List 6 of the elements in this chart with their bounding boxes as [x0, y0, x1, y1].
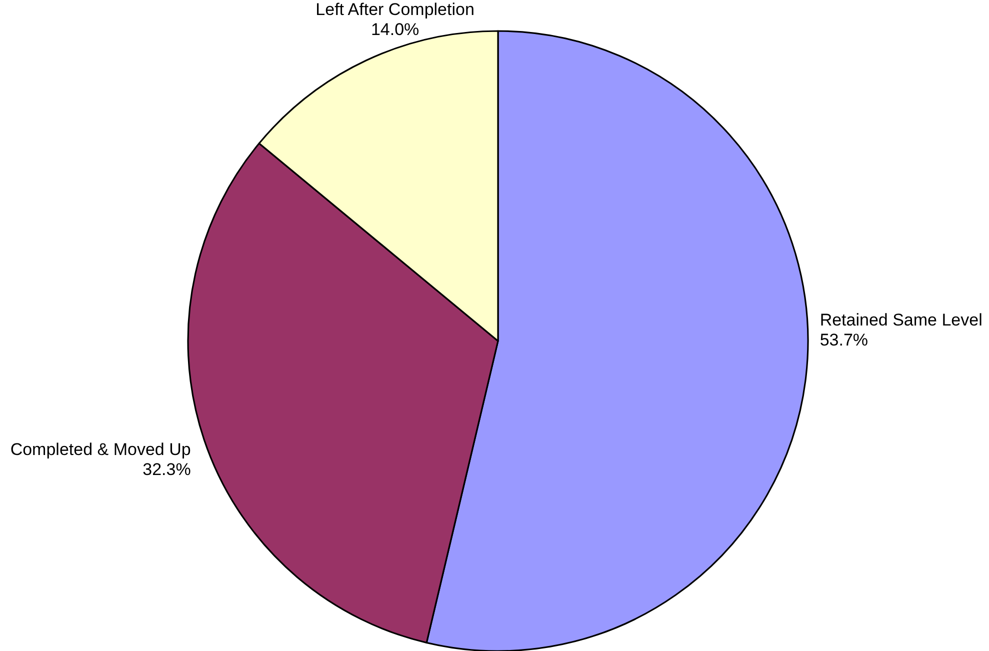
data-label: 53.7% [820, 330, 868, 350]
slice-label: Retained Same Level [820, 310, 982, 330]
data-label: 32.3% [142, 460, 191, 480]
slice-label: Completed & Moved Up [10, 440, 191, 460]
data-label: 14.0% [370, 20, 420, 39]
slice-label: Left After Completion [316, 0, 474, 19]
